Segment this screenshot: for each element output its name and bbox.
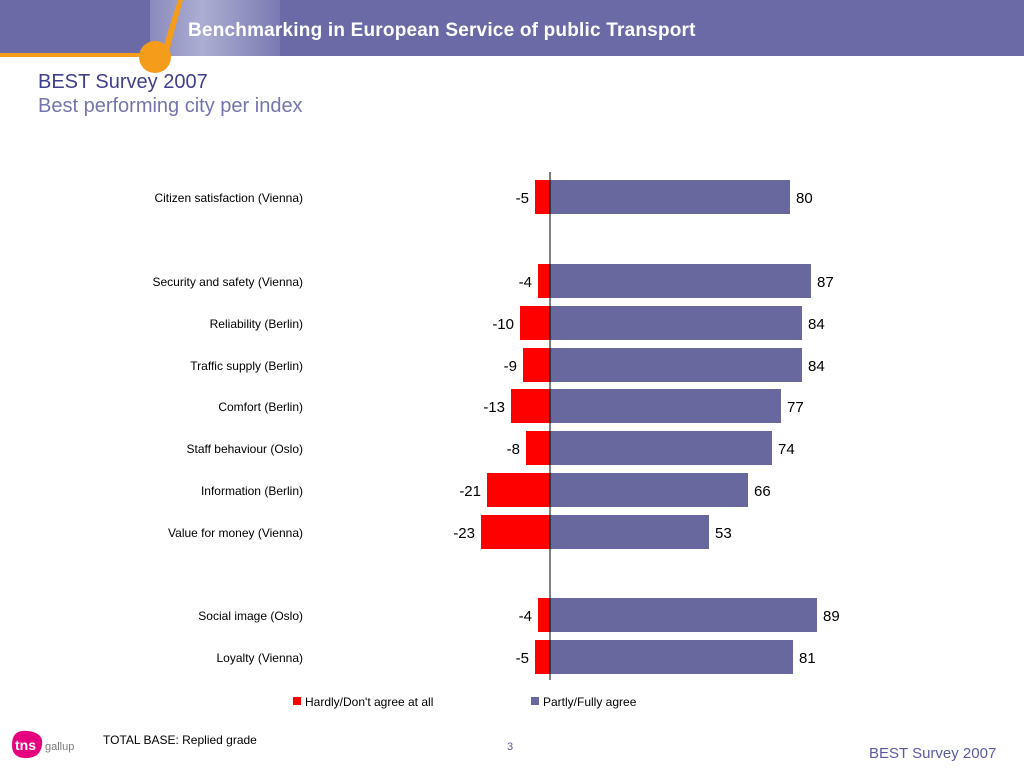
data-label-disagree: -9 bbox=[504, 358, 517, 375]
data-label-agree: 66 bbox=[754, 483, 771, 500]
bar-agree bbox=[550, 264, 811, 298]
category-label: Value for money (Vienna) bbox=[168, 526, 303, 540]
bar-disagree bbox=[487, 473, 550, 507]
data-label-agree: 53 bbox=[715, 525, 732, 542]
banner-title: Benchmarking in European Service of publ… bbox=[188, 20, 696, 41]
bar-agree bbox=[550, 431, 772, 465]
tns-gallup-logo: tns gallup bbox=[12, 730, 74, 759]
logo-text-tns: tns bbox=[15, 737, 36, 753]
data-label-disagree: -4 bbox=[519, 608, 532, 625]
bar-disagree bbox=[523, 348, 550, 382]
page-number: 3 bbox=[507, 741, 514, 753]
bar-agree bbox=[550, 598, 817, 632]
category-label: Traffic supply (Berlin) bbox=[190, 359, 303, 373]
bar-agree bbox=[550, 515, 709, 549]
bar-disagree bbox=[511, 389, 550, 423]
bar-agree bbox=[550, 348, 802, 382]
category-label: Loyalty (Vienna) bbox=[217, 651, 304, 665]
data-label-agree: 74 bbox=[778, 441, 795, 458]
data-label-disagree: -5 bbox=[516, 650, 529, 667]
data-label-disagree: -10 bbox=[492, 316, 514, 333]
data-label-agree: 84 bbox=[808, 316, 825, 333]
bar-disagree bbox=[520, 306, 550, 340]
data-label-disagree: -8 bbox=[507, 441, 520, 458]
bar-disagree bbox=[481, 515, 550, 549]
legend-swatch bbox=[531, 697, 539, 705]
data-label-disagree: -21 bbox=[459, 483, 481, 500]
legend-swatch bbox=[293, 697, 301, 705]
legend-label: Partly/Fully agree bbox=[543, 695, 637, 709]
bar-disagree bbox=[535, 640, 550, 674]
bar-agree bbox=[550, 306, 802, 340]
category-label: Security and safety (Vienna) bbox=[152, 275, 303, 289]
slide-heading: BEST Survey 2007 Best performing city pe… bbox=[38, 70, 303, 118]
bar-disagree bbox=[538, 264, 550, 298]
category-label: Staff behaviour (Oslo) bbox=[186, 442, 303, 456]
bar-agree bbox=[550, 180, 790, 214]
data-label-disagree: -13 bbox=[483, 399, 505, 416]
footer-title: BEST Survey 2007 bbox=[869, 745, 997, 762]
data-label-agree: 89 bbox=[823, 608, 840, 625]
category-label: Information (Berlin) bbox=[201, 484, 303, 498]
bar-agree bbox=[550, 640, 793, 674]
data-label-disagree: -5 bbox=[516, 190, 529, 207]
base-note: TOTAL BASE: Replied grade bbox=[103, 733, 257, 747]
slide-subtitle: Best performing city per index bbox=[38, 95, 303, 117]
slide-title: BEST Survey 2007 bbox=[38, 71, 208, 93]
bar-agree bbox=[550, 389, 781, 423]
category-label: Comfort (Berlin) bbox=[218, 400, 303, 414]
category-label: Citizen satisfaction (Vienna) bbox=[154, 191, 303, 205]
data-label-agree: 81 bbox=[799, 650, 816, 667]
category-label: Reliability (Berlin) bbox=[210, 317, 303, 331]
bar-disagree bbox=[526, 431, 550, 465]
category-label: Social image (Oslo) bbox=[198, 609, 303, 623]
data-label-agree: 84 bbox=[808, 358, 825, 375]
data-label-disagree: -4 bbox=[519, 274, 532, 291]
bar-disagree bbox=[538, 598, 550, 632]
logo-text-gallup: gallup bbox=[45, 741, 74, 753]
orange-swoosh-decoration bbox=[0, 0, 183, 73]
bar-agree bbox=[550, 473, 748, 507]
legend-label: Hardly/Don't agree at all bbox=[305, 695, 433, 709]
data-label-agree: 77 bbox=[787, 399, 804, 416]
data-label-disagree: -23 bbox=[453, 525, 475, 542]
bar-disagree bbox=[535, 180, 550, 214]
data-label-agree: 80 bbox=[796, 190, 813, 207]
data-label-agree: 87 bbox=[817, 274, 834, 291]
